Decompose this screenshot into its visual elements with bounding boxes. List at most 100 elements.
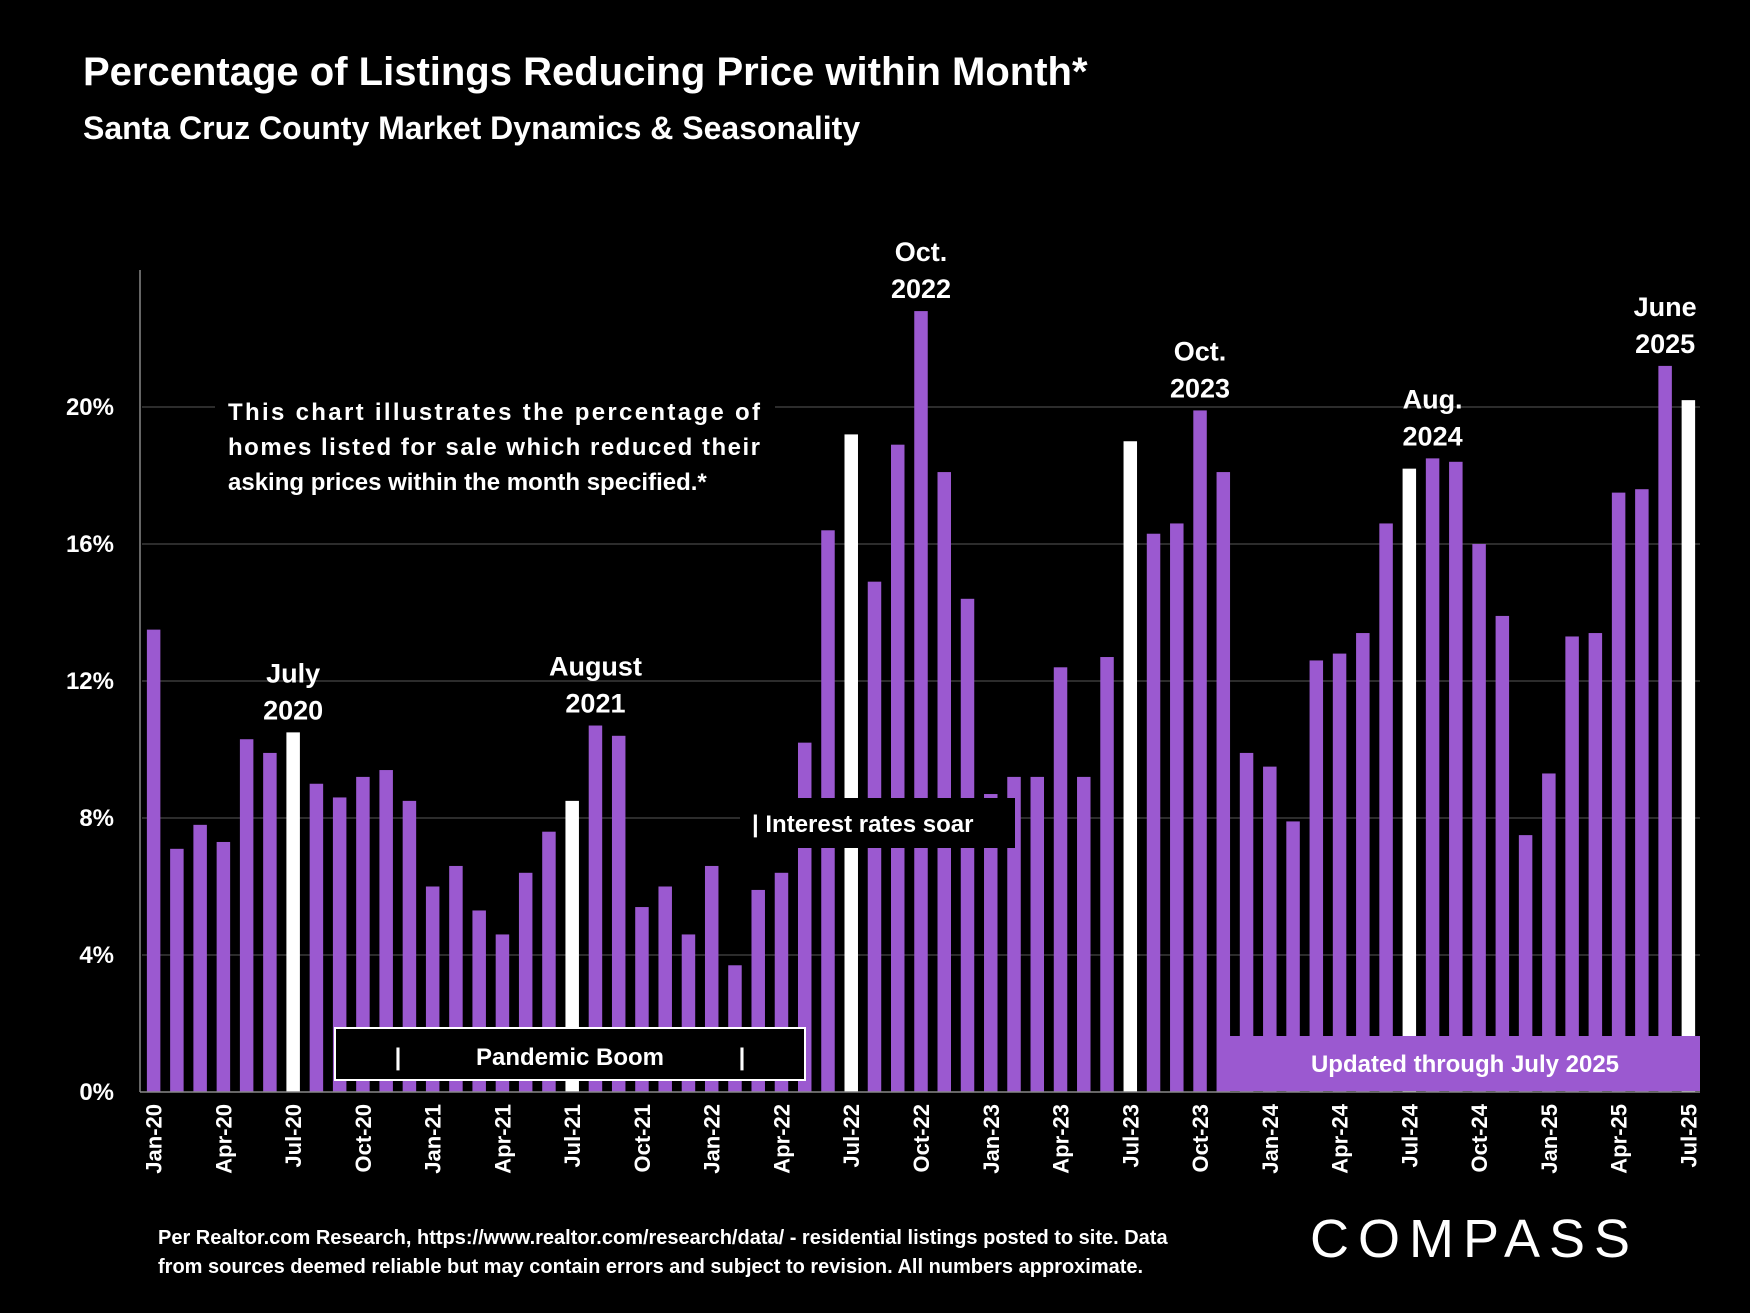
y-tick-label: 0% (79, 1079, 114, 1106)
bar-highlighted (1123, 441, 1138, 1092)
description-line-1: This chart illustrates the percentage of (228, 399, 761, 426)
annotation-line-2: 2023 (1170, 373, 1230, 403)
bar (402, 800, 417, 1092)
bar (309, 783, 324, 1092)
description-line-2: homes listed for sale which reduced thei… (228, 434, 760, 461)
x-tick-label: Jul-21 (560, 1104, 585, 1168)
bar (1379, 523, 1393, 1092)
bar (891, 444, 905, 1092)
x-tick-label: Jul-22 (839, 1104, 864, 1168)
updated-banner: Updated through July 2025 (1218, 1036, 1700, 1091)
bar (263, 752, 277, 1092)
annotation-line-2: 2024 (1403, 421, 1463, 451)
bar (1518, 835, 1533, 1092)
footnote-line-2: from sources deemed reliable but may con… (158, 1256, 1144, 1278)
bar (1077, 776, 1091, 1092)
bar (1588, 633, 1603, 1092)
bar (1658, 365, 1672, 1092)
bar (1611, 492, 1626, 1092)
bar (1239, 752, 1254, 1092)
bar (611, 735, 626, 1092)
x-tick-label: Apr-23 (1049, 1104, 1074, 1174)
pandemic-boom-bar-left: | (395, 1044, 402, 1071)
bar (1216, 472, 1231, 1092)
bar-highlighted (1402, 468, 1417, 1092)
y-axis: 0% 4% 8% 12% 16% 20% (66, 270, 1700, 1106)
x-tick-label: Apr-20 (211, 1104, 236, 1174)
x-tick-label: Jul-20 (281, 1104, 306, 1168)
bar (1030, 776, 1045, 1092)
bar (239, 739, 254, 1092)
annotation-line-2: 2022 (891, 274, 951, 304)
y-tick-label: 12% (66, 668, 114, 695)
x-tick-label: Oct-23 (1188, 1104, 1213, 1172)
annotation-line-1: Oct. (1174, 336, 1227, 366)
annotation-line-2: 2021 (565, 689, 625, 719)
y-tick-label: 4% (79, 942, 114, 969)
bar (984, 794, 998, 1092)
x-tick-label: Jan-20 (142, 1104, 167, 1174)
bar (1007, 776, 1021, 1092)
bar (1565, 636, 1579, 1092)
annotation-line-1: June (1634, 292, 1697, 322)
y-tick-label: 8% (79, 805, 114, 832)
pandemic-boom-bar-right: | (739, 1044, 746, 1071)
y-tick-label: 20% (66, 394, 114, 421)
bar-highlighted (1681, 400, 1696, 1092)
bar (1309, 660, 1324, 1092)
chart-subtitle: Santa Cruz County Market Dynamics & Seas… (83, 110, 861, 146)
x-tick-label: Jul-24 (1397, 1103, 1422, 1167)
bar (1542, 773, 1556, 1092)
pandemic-boom-label: Pandemic Boom (476, 1044, 664, 1071)
x-tick-label: Jul-25 (1676, 1104, 1701, 1168)
bar (1100, 657, 1114, 1092)
x-tick-label: Apr-24 (1328, 1103, 1353, 1173)
bar (379, 770, 393, 1092)
x-tick-label: Apr-22 (769, 1104, 794, 1174)
bar (1472, 544, 1486, 1092)
x-tick-label: Jan-21 (421, 1104, 446, 1174)
updated-label: Updated through July 2025 (1311, 1051, 1619, 1078)
bar (1495, 615, 1510, 1092)
x-tick-label: Jul-23 (1118, 1104, 1143, 1168)
x-tick-label: Jan-23 (979, 1104, 1004, 1174)
bar (937, 472, 951, 1092)
bar (332, 797, 347, 1092)
y-tick-label: 16% (66, 531, 114, 558)
bar (1170, 523, 1184, 1092)
annotation-line-2: 2025 (1635, 329, 1695, 359)
bar-highlighted (565, 800, 579, 1092)
description-box: This chart illustrates the percentage of… (215, 388, 775, 508)
x-tick-label: Jan-22 (700, 1104, 725, 1174)
bar-highlighted (286, 732, 300, 1092)
x-tick-label: Oct-22 (909, 1104, 934, 1172)
x-tick-label: Oct-21 (630, 1104, 655, 1172)
source-footnote: Per Realtor.com Research, https://www.re… (158, 1224, 1288, 1282)
description-line-3: asking prices within the month specified… (228, 469, 707, 496)
bar (356, 776, 370, 1092)
bar (170, 848, 184, 1092)
bar (1263, 766, 1277, 1092)
bar (542, 831, 556, 1092)
x-tick-label: Apr-25 (1607, 1104, 1632, 1174)
bar (1635, 489, 1649, 1092)
annotation-line-1: August (549, 652, 642, 682)
bar-series (146, 311, 1696, 1093)
x-tick-label: Oct-20 (351, 1104, 376, 1172)
bar (146, 629, 161, 1092)
bar (1356, 633, 1370, 1092)
bar (588, 725, 603, 1092)
x-tick-label: Apr-21 (490, 1104, 515, 1174)
x-tick-label: Jan-24 (1258, 1103, 1283, 1173)
annotation-line-2: 2020 (263, 695, 323, 725)
bar (193, 824, 207, 1092)
x-axis: Jan-20 Apr-20 Jul-20 Oct-20 Jan-21 Apr-21 Jul-… (142, 1103, 1702, 1173)
bar (1332, 653, 1347, 1092)
peak-annotations: July 2020 August 2021 Oct. 2022 Oct. 2023 Aug. 20… (263, 237, 1697, 725)
interest-rates-callout: | Interest rates soar (740, 798, 1015, 848)
footnote-line-1: Per Realtor.com Research, https://www.re… (158, 1227, 1168, 1249)
annotation-line-1: Oct. (895, 237, 948, 267)
pandemic-boom-callout: | Pandemic Boom | (334, 1027, 806, 1081)
bar-highlighted (844, 434, 858, 1092)
